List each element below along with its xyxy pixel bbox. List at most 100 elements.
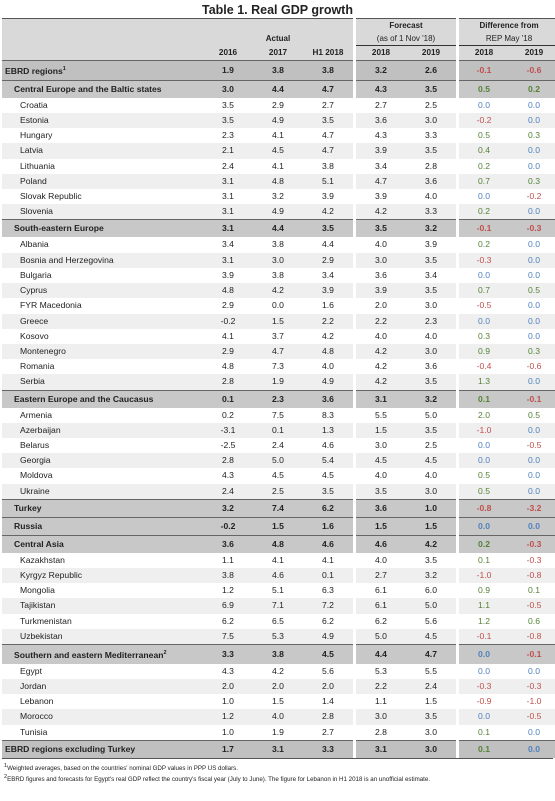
row-label: Moldova (20, 470, 53, 481)
actual-cell: 1.3 (303, 422, 353, 438)
row-label: Romania (20, 361, 55, 372)
actual-cell: 2.3 (253, 389, 303, 408)
difference-cell: -0.2 (459, 113, 510, 129)
difference-cell: 0.0 (509, 483, 555, 500)
actual-cell: 6.2 (322, 615, 334, 626)
actual-cell: 1.5 (253, 313, 303, 329)
forecast-cell: 1.0 (406, 498, 457, 518)
forecast-cell: 2.5 (425, 99, 437, 110)
forecast-cell: 4.0 (375, 330, 387, 341)
actual-cell: 2.8 (203, 453, 253, 469)
row-label: Central Asia (2, 534, 203, 553)
actual-cell: 3.8 (203, 567, 253, 584)
forecast-cell: 2.6 (406, 60, 457, 81)
difference-cell: -3.2 (509, 498, 555, 518)
forecast-cell: 5.5 (375, 409, 387, 420)
difference-cell: 0.3 (478, 330, 490, 341)
difference-cell: -0.1 (509, 389, 555, 408)
difference-cell: 0.1 (459, 389, 510, 408)
forecast-cell: 2.7 (375, 99, 387, 110)
actual-cell: 3.1 (203, 204, 253, 220)
actual-cell: 3.1 (222, 191, 234, 202)
actual-cell: 4.2 (253, 283, 303, 299)
forecast-cell: 4.0 (425, 191, 437, 202)
forecast-cell: 4.3 (356, 79, 406, 98)
table-row: Azerbaijan -3.1 0.1 1.3 1.5 3.5 -1.0 0.0 (2, 422, 555, 438)
forecast-cell: 2.0 (375, 300, 387, 311)
actual-cell: 4.5 (272, 470, 284, 481)
table-row: Slovak Republic 3.1 3.2 3.9 3.9 4.0 0.0 -0.2 (2, 189, 555, 204)
difference-cell: 0.0 (509, 113, 555, 129)
difference-cell: 0.0 (478, 269, 490, 280)
forecast-cell: 3.9 (375, 191, 387, 202)
row-label: Latvia (2, 143, 203, 159)
forecast-cell: 3.1 (356, 389, 406, 408)
table-row: Slovenia 3.1 4.9 4.2 4.2 3.3 0.2 0.0 (2, 204, 555, 220)
actual-cell: 3.8 (272, 269, 284, 280)
actual-cell: 3.1 (203, 219, 253, 238)
actual-cell: 3.1 (203, 173, 253, 190)
table-row: FYR Macedonia 2.9 0.0 1.6 2.0 3.0 -0.5 0.0 (2, 298, 555, 313)
forecast-cell: 3.9 (356, 143, 406, 159)
forecast-cell: 3.0 (425, 300, 437, 311)
actual-cell: 3.4 (322, 269, 334, 280)
row-label: South-eastern Europe (2, 219, 203, 238)
forecast-cell: 1.5 (356, 516, 406, 536)
forecast-cell: 3.5 (406, 283, 457, 299)
table-row: Georgia 2.8 5.0 5.4 4.5 4.5 0.0 0.0 (2, 453, 555, 469)
table-row: Tunisia 1.0 1.9 2.7 2.8 3.0 0.1 0.0 (2, 725, 555, 741)
actual-cell: 3.8 (272, 239, 284, 250)
difference-cell: -0.8 (509, 628, 555, 645)
forecast-cell: 2.8 (375, 726, 387, 737)
difference-cell: -0.1 (459, 219, 510, 238)
row-label: Ukraine (2, 483, 203, 500)
actual-cell: 3.2 (203, 498, 253, 518)
difference-cell: -0.2 (526, 191, 542, 202)
actual-cell: 4.8 (203, 283, 253, 299)
forecast-cell: 3.3 (425, 130, 437, 141)
difference-cell: -0.6 (526, 361, 542, 372)
difference-cell: 0.0 (459, 643, 510, 664)
forecast-cell: 3.0 (425, 726, 437, 737)
forecast-cell: 3.9 (425, 239, 437, 250)
actual-cell: 6.2 (303, 498, 353, 518)
forecast-cell: 3.0 (356, 252, 406, 268)
actual-cell: 1.9 (253, 374, 303, 391)
actual-cell: 7.5 (272, 409, 284, 420)
forecast-cell: 4.5 (406, 453, 457, 469)
row-label: Turkey (2, 498, 203, 518)
actual-cell: 1.5 (272, 696, 284, 707)
difference-cell: 0.5 (478, 470, 490, 481)
row-label: Montenegro (2, 343, 203, 360)
actual-cell: 4.0 (322, 361, 334, 372)
actual-cell: 4.9 (303, 374, 353, 391)
difference-cell: 0.0 (509, 422, 555, 438)
table-row: Kyrgyz Republic 3.8 4.6 0.1 2.7 3.2 -1.0 -0.8 (2, 567, 555, 584)
table-row: Mongolia 1.2 5.1 6.3 6.1 6.0 0.9 0.1 (2, 583, 555, 598)
row-label: Poland (2, 173, 203, 190)
difference-cell: 0.0 (509, 143, 555, 159)
forecast-cell: 3.5 (356, 219, 406, 238)
forecast-cell: 2.5 (425, 439, 437, 450)
actual-cell: 1.4 (322, 696, 334, 707)
actual-cell: 3.8 (322, 160, 334, 171)
actual-cell: 0.0 (272, 300, 284, 311)
forecast-cell: 3.0 (406, 483, 457, 500)
table-row: Kosovo 4.1 3.7 4.2 4.0 4.0 0.3 0.0 (2, 329, 555, 344)
actual-cell: 3.0 (203, 79, 253, 98)
actual-cell: 0.1 (253, 422, 303, 438)
table-row: Lebanon 1.0 1.5 1.4 1.1 1.5 -0.9 -1.0 (2, 694, 555, 709)
row-label: EBRD regions excluding Turkey (2, 739, 203, 758)
actual-cell: 2.8 (203, 374, 253, 391)
difference-cell: 0.0 (459, 709, 510, 725)
actual-cell: 3.2 (272, 191, 284, 202)
difference-cell: 0.0 (528, 470, 540, 481)
difference-cell: -1.0 (459, 567, 510, 584)
actual-cell: 2.9 (222, 300, 234, 311)
actual-cell: 4.7 (303, 143, 353, 159)
actual-cell: 3.0 (253, 252, 303, 268)
difference-cell: 0.3 (509, 173, 555, 190)
difference-cell: -0.5 (509, 598, 555, 614)
footnote: 2EBRD figures and forecasts for Egypt's … (4, 773, 431, 783)
forecast-cell: 1.1 (375, 696, 387, 707)
